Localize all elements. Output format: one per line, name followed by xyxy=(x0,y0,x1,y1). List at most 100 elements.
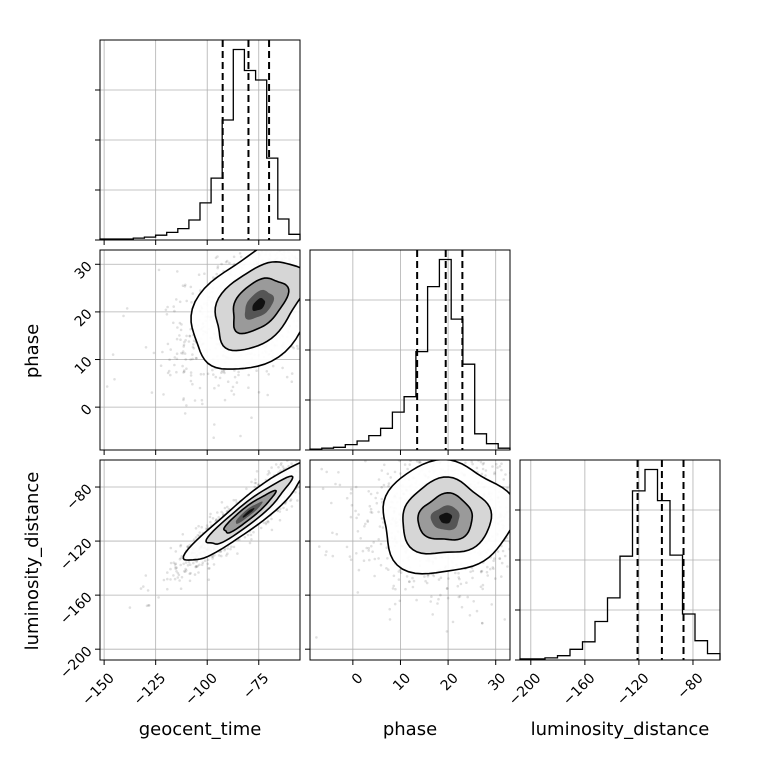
scatter-point xyxy=(468,614,472,617)
scatter-point xyxy=(379,542,383,546)
scatter-point xyxy=(282,243,285,246)
scatter-point xyxy=(303,334,306,337)
scatter-point xyxy=(313,469,316,472)
scatter-point xyxy=(219,550,222,554)
scatter-point xyxy=(457,576,461,579)
scatter-point xyxy=(355,552,358,555)
scatter-point xyxy=(321,282,324,285)
scatter-point xyxy=(330,501,333,505)
scatter-point xyxy=(486,574,490,577)
scatter-point xyxy=(253,481,257,485)
scatter-point xyxy=(187,340,191,343)
density-layer xyxy=(105,206,541,639)
scatter-point xyxy=(481,622,484,625)
density-contour xyxy=(439,512,453,524)
scatter-point xyxy=(423,575,426,578)
scatter-point xyxy=(180,323,183,326)
scatter-point xyxy=(425,457,428,460)
scatter-point xyxy=(344,271,347,274)
scatter-point xyxy=(236,247,239,250)
y-tick-label-phase: 0 xyxy=(78,401,96,419)
scatter-point xyxy=(250,480,253,484)
scatter-point xyxy=(321,487,325,491)
scatter-point xyxy=(217,384,220,387)
scatter-point xyxy=(386,557,389,560)
scatter-point xyxy=(493,471,496,474)
scatter-point xyxy=(296,241,299,244)
scatter-point xyxy=(314,247,317,250)
histogram-step xyxy=(309,258,511,450)
scatter-point xyxy=(266,242,269,245)
scatter-point xyxy=(193,573,197,576)
scatter-point xyxy=(146,589,150,592)
scatter-point xyxy=(169,546,173,550)
scatter-point xyxy=(285,227,288,230)
scatter-point xyxy=(316,238,319,241)
scatter-point xyxy=(254,478,257,481)
scatter-point xyxy=(318,463,321,466)
scatter-point xyxy=(281,366,284,370)
scatter-point xyxy=(305,455,308,458)
scatter-point xyxy=(516,470,519,473)
scatter-point xyxy=(496,550,500,553)
scatter-point xyxy=(184,338,187,342)
scatter-point xyxy=(185,404,188,407)
scatter-point xyxy=(319,465,322,468)
scatter-point xyxy=(289,499,292,503)
scatter-point xyxy=(480,621,484,625)
scatter-point xyxy=(319,463,322,466)
scatter-point xyxy=(302,480,305,483)
scatter-point xyxy=(334,455,337,458)
scatter-point xyxy=(377,478,381,481)
scatter-point xyxy=(377,538,381,541)
scatter-point xyxy=(337,471,340,474)
scatter-point xyxy=(191,357,194,361)
scatter-point xyxy=(247,235,250,238)
scatter-point xyxy=(380,235,383,238)
scatter-point xyxy=(254,481,258,485)
scatter-point xyxy=(380,497,384,501)
scatter-point xyxy=(412,579,416,583)
scatter-point xyxy=(277,466,280,469)
scatter-point xyxy=(538,506,541,509)
scatter-point xyxy=(175,566,178,570)
scatter-point xyxy=(338,460,341,463)
scatter-point xyxy=(393,602,397,606)
scatter-point xyxy=(271,246,274,249)
scatter-point xyxy=(472,600,476,603)
scatter-point xyxy=(312,273,315,276)
scatter-point xyxy=(186,545,189,549)
scatter-point xyxy=(239,434,242,438)
scatter-point xyxy=(380,486,384,489)
scatter-point xyxy=(303,317,306,320)
scatter-point xyxy=(340,272,343,275)
histogram-step xyxy=(99,48,301,240)
scatter-point xyxy=(173,309,176,313)
scatter-point xyxy=(270,528,274,532)
scatter-point xyxy=(500,462,503,466)
scatter-point xyxy=(493,397,496,400)
x-axis-label-luminosity-distance: luminosity_distance xyxy=(531,719,710,740)
scatter-point xyxy=(243,243,246,246)
scatter-point xyxy=(408,580,411,583)
scatter-point xyxy=(184,561,188,564)
scatter-point xyxy=(213,386,216,390)
scatter-point xyxy=(182,343,186,347)
scatter-point xyxy=(437,578,441,581)
scatter-point xyxy=(350,503,354,507)
scatter-point xyxy=(166,571,169,574)
scatter-point xyxy=(231,385,235,389)
scatter-point xyxy=(335,206,338,209)
scatter-point xyxy=(317,287,320,290)
scatter-point xyxy=(347,318,350,321)
scatter-point xyxy=(188,563,192,566)
scatter-point xyxy=(182,345,185,348)
scatter-point xyxy=(436,432,439,435)
x-tick-label-geocent-time: −150 xyxy=(79,670,118,709)
scatter-point xyxy=(326,302,329,305)
scatter-point xyxy=(512,512,515,515)
scatter-point xyxy=(179,587,183,590)
scatter-point xyxy=(354,485,358,489)
scatter-point xyxy=(490,603,494,606)
scatter-point xyxy=(324,274,327,277)
